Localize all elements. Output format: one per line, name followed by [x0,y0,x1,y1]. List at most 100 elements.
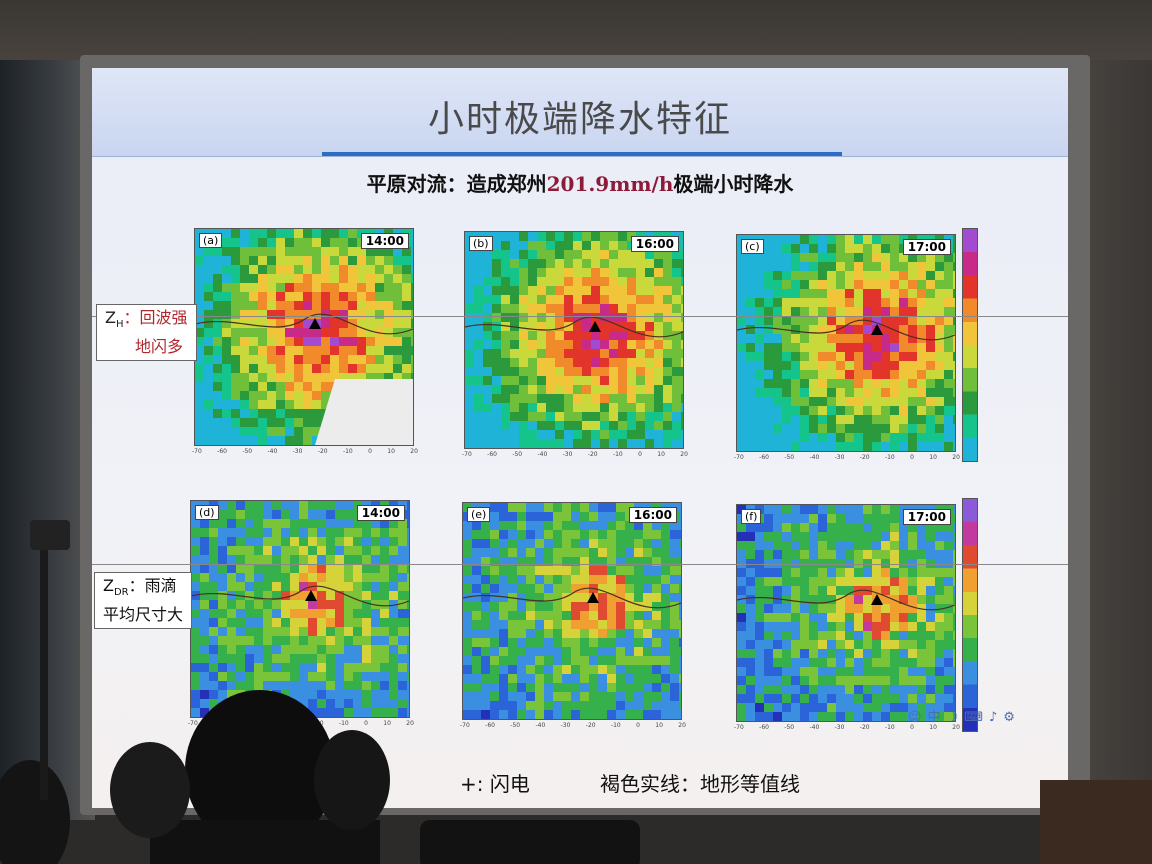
x-tick-label: -70 [462,451,472,458]
subtitle-value: 201.9mm/h [546,172,674,196]
radar-panel-c: (c) 17:00 [736,234,956,452]
zh-callout-text1: ：回波强 [123,308,188,327]
x-tick-label: -50 [784,454,795,461]
zh-colorbar [962,228,978,462]
radar-panel-a: (a) 14:00 [194,228,414,446]
x-tick-label: 0 [910,724,914,731]
x-tick-label: -20 [317,448,328,455]
guide-line [92,316,1068,317]
radar-panel-f: (f) 17:00 [736,504,956,722]
zdr-callout-text1: ：雨滴 [128,576,177,595]
x-tick-label: -10 [342,448,353,455]
x-tick-label: -40 [535,722,546,729]
keyboard-icon[interactable]: ⌨ [964,710,989,725]
moon-icon[interactable]: ☽ [946,710,965,725]
projected-slide: 小时极端降水特征 平原对流：造成郑州201.9mm/h极端小时降水 (a) 14… [92,68,1068,808]
x-tick-label: -50 [238,720,249,727]
x-tick-label: -20 [585,722,596,729]
mic-icon[interactable]: ♪ [989,710,1004,725]
x-tick-label: -70 [460,722,470,729]
x-tick-label: 20 [410,448,418,455]
slide-subtitle: 平原对流：造成郑州201.9mm/h极端小时降水 [92,168,1068,197]
zdr-colorbar [962,498,978,732]
legend-terrain: 褐色实线：地形等值线 [600,772,800,796]
x-tick-label: -20 [313,720,324,727]
x-tick-label: -70 [192,448,202,455]
zh-symbol: Z [105,308,116,327]
zh-callout: ZH：回波强 地闪多 [96,304,197,362]
chinese-icon[interactable]: 中 [927,710,947,725]
legend-lightning: +: 闪电 [460,772,530,796]
x-tick-label: -40 [537,451,548,458]
x-tick-label: -30 [562,451,573,458]
x-tick-label: -50 [242,448,253,455]
panel-label: (d) [195,505,219,520]
zdr-callout: ZDR：雨滴 平均尺寸大 [94,572,193,630]
radar-map [191,501,409,717]
x-axis-ticks: -70 -60 -50 -40 -30 -20 -10 0 10 20 [460,722,686,729]
panel-time: 16:00 [630,236,679,252]
panel-time: 17:00 [902,509,951,525]
panel-time: 16:00 [628,507,677,523]
x-tick-label: -50 [512,451,523,458]
panel-time: 14:00 [356,505,405,521]
zdr-subscript: DR [113,587,129,599]
x-tick-label: -20 [859,724,870,731]
x-tick-label: 20 [678,722,686,729]
x-tick-label: 10 [657,451,665,458]
x-tick-label: 0 [910,454,914,461]
x-tick-label: -60 [485,722,495,729]
zh-subscript: H [115,319,124,331]
subtitle-prefix: 平原对流：造成郑州 [366,172,547,196]
radar-panel-e: (e) 16:00 [462,502,682,720]
x-tick-label: -10 [884,454,895,461]
x-tick-label: -60 [217,448,227,455]
x-tick-label: -60 [759,454,769,461]
smile-icon[interactable]: ☺ [908,710,928,725]
zdr-symbol: Z [103,576,114,595]
x-tick-label: -20 [859,454,870,461]
x-tick-label: 0 [638,451,642,458]
subtitle-suffix: 极端小时降水 [673,172,794,196]
title-divider [92,156,1068,157]
x-tick-label: 0 [636,722,640,729]
x-tick-label: 20 [680,451,688,458]
radar-map [463,503,681,719]
x-tick-label: -30 [560,722,571,729]
panel-time: 17:00 [902,239,951,255]
x-tick-label: -10 [338,720,349,727]
x-tick-label: -70 [188,720,198,727]
x-tick-label: -50 [784,724,795,731]
x-axis-ticks: -70 -60 -50 -40 -30 -20 -10 0 10 20 [462,451,688,458]
radar-map [465,232,683,448]
x-tick-label: -60 [487,451,497,458]
x-tick-label: 0 [368,448,372,455]
panel-time: 14:00 [360,233,409,249]
x-tick-label: -10 [884,724,895,731]
x-tick-label: -30 [834,454,845,461]
panel-label: (c) [741,239,764,254]
x-tick-label: -30 [292,448,303,455]
panel-label: (e) [467,507,491,522]
x-tick-label: 10 [655,722,663,729]
x-tick-label: 10 [929,724,937,731]
x-axis-ticks: -70 -60 -50 -40 -30 -20 -10 0 10 20 [734,454,960,461]
x-axis-ticks: -70 -60 -50 -40 -30 -20 -10 0 10 20 [188,720,414,727]
x-tick-label: 20 [952,454,960,461]
gear-icon[interactable]: ⚙ [1003,710,1021,725]
x-tick-label: -10 [610,722,621,729]
x-tick-label: -30 [834,724,845,731]
x-tick-label: -50 [510,722,521,729]
legend-station: 站 [370,772,390,796]
panel-label: (b) [469,236,493,251]
radar-panel-b: (b) 16:00 [464,231,684,449]
ime-toolbar[interactable]: ☺中☽⌨♪⚙ [908,706,1021,725]
x-tick-label: -70 [734,454,744,461]
x-tick-label: -70 [734,724,744,731]
x-tick-label: -30 [288,720,299,727]
x-tick-label: 0 [364,720,368,727]
x-tick-label: -40 [809,454,820,461]
title-band [92,68,1068,156]
x-tick-label: 10 [929,454,937,461]
zh-callout-text2: 地闪多 [135,337,184,357]
